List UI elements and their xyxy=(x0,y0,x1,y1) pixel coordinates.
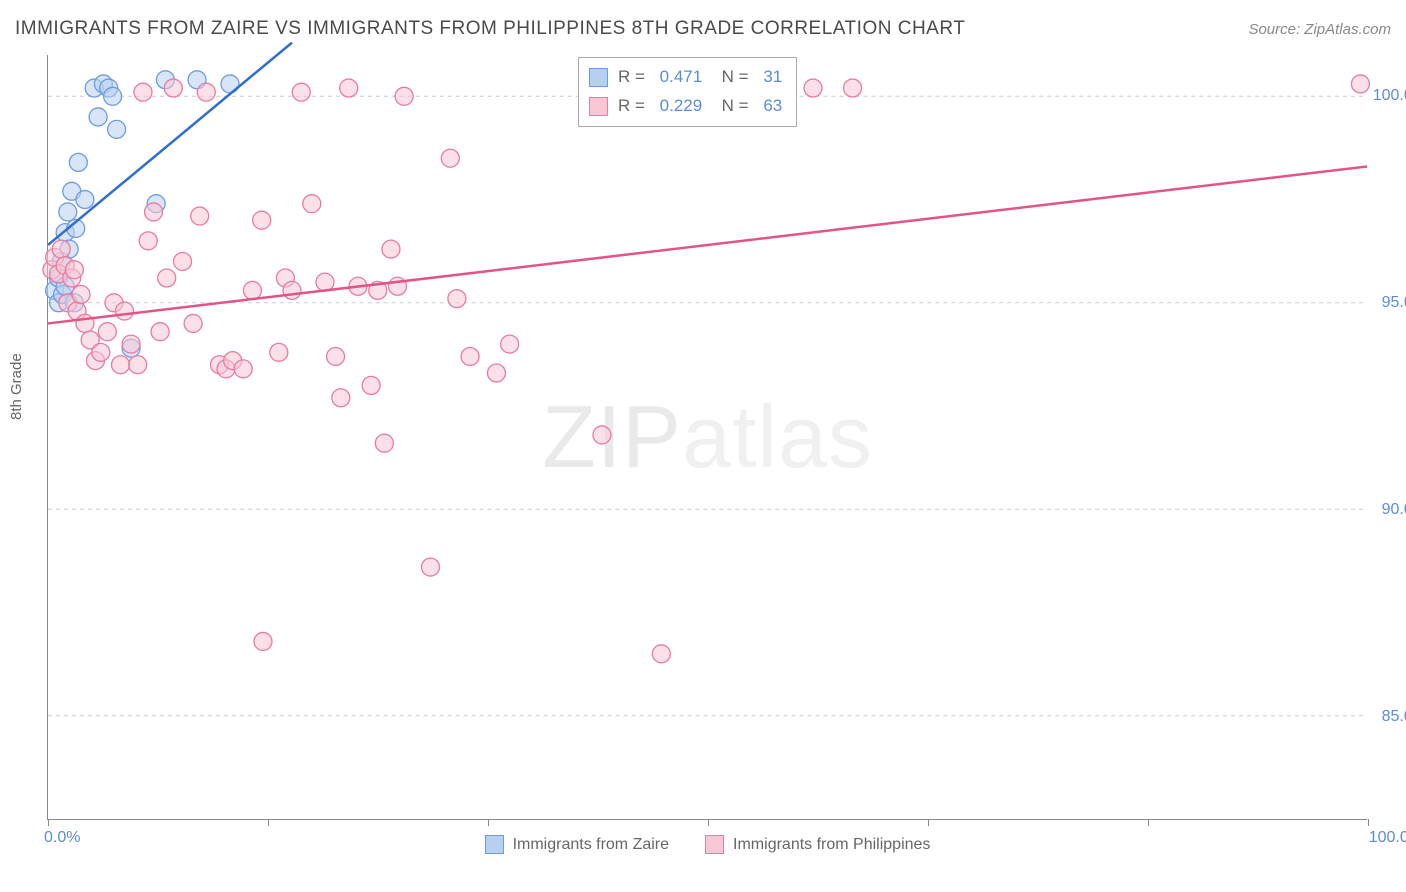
x-tick xyxy=(488,819,489,826)
x-tick xyxy=(1368,819,1369,826)
plot-area: ZIPatlas 85.0%90.0%95.0%100.0% R = 0.471… xyxy=(47,55,1367,820)
x-tick xyxy=(708,819,709,826)
swatch-philippines-bottom xyxy=(705,835,724,854)
legend-row-philippines: R = 0.229 N = 63 xyxy=(589,92,782,121)
chart-header: IMMIGRANTS FROM ZAIRE VS IMMIGRANTS FROM… xyxy=(15,18,1391,40)
series-label-zaire: Immigrants from Zaire xyxy=(513,836,669,854)
x-tick xyxy=(48,819,49,826)
swatch-zaire-bottom xyxy=(485,835,504,854)
series-label-philippines: Immigrants from Philippines xyxy=(733,836,930,854)
y-tick-label: 95.0% xyxy=(1372,294,1406,312)
y-tick-label: 90.0% xyxy=(1372,501,1406,519)
y-tick-label: 85.0% xyxy=(1372,708,1406,726)
correlation-legend: R = 0.471 N = 31 R = 0.229 N = 63 xyxy=(578,57,797,127)
series-legend: Immigrants from Zaire Immigrants from Ph… xyxy=(48,835,1367,854)
y-tick-label: 100.0% xyxy=(1372,87,1406,105)
chart-source: Source: ZipAtlas.com xyxy=(1248,21,1391,38)
legend-item-philippines: Immigrants from Philippines xyxy=(705,835,930,854)
legend-item-zaire: Immigrants from Zaire xyxy=(485,835,669,854)
n-value-zaire: 31 xyxy=(763,63,782,92)
x-tick xyxy=(928,819,929,826)
r-value-zaire: 0.471 xyxy=(660,63,703,92)
legend-row-zaire: R = 0.471 N = 31 xyxy=(589,63,782,92)
x-tick xyxy=(268,819,269,826)
r-value-philippines: 0.229 xyxy=(660,92,703,121)
n-value-philippines: 63 xyxy=(763,92,782,121)
chart-title: IMMIGRANTS FROM ZAIRE VS IMMIGRANTS FROM… xyxy=(15,18,965,40)
swatch-philippines xyxy=(589,97,608,116)
y-axis-label: 8th Grade xyxy=(8,353,25,420)
x-tick xyxy=(1148,819,1149,826)
chart-svg xyxy=(48,55,1367,819)
swatch-zaire xyxy=(589,68,608,87)
x-tick-max: 100.0% xyxy=(1369,829,1406,847)
